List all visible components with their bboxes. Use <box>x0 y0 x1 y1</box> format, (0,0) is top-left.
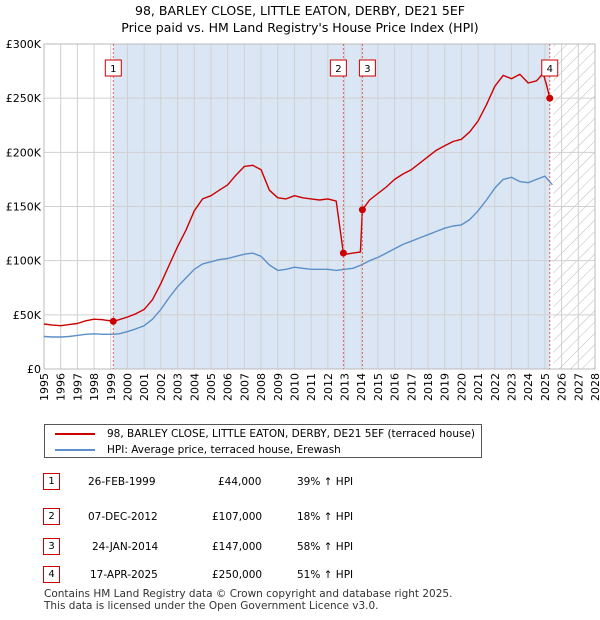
y-tick-label: £0 <box>27 363 41 376</box>
y-tick-label: £200K <box>6 146 42 159</box>
price-series-line <box>43 72 553 327</box>
sale-point <box>109 317 117 325</box>
x-tick-label: 2015 <box>372 373 385 401</box>
sale-point <box>358 206 366 214</box>
legend-swatch-hpi <box>55 449 95 451</box>
sale-row: 2 07-DEC-2012 £107,000 18% ↑ HPI <box>0 508 600 528</box>
x-tick-label: 2009 <box>272 373 285 401</box>
sale-badge: 3 <box>43 538 60 555</box>
plot-frame <box>43 43 596 370</box>
sale-price: £107,000 <box>212 511 263 523</box>
x-tick-label: 2013 <box>339 373 352 401</box>
x-tick-label: 2027 <box>572 373 585 401</box>
sale-date: 26-FEB-1999 <box>88 476 156 488</box>
sale-marker-label: 2 <box>335 64 341 75</box>
x-tick-label: 2025 <box>539 373 552 401</box>
x-tick-label: 1997 <box>71 373 84 401</box>
x-tick-label: 2008 <box>255 373 268 401</box>
title-address: 98, BARLEY CLOSE, LITTLE EATON, DERBY, D… <box>135 3 465 18</box>
sale-badge: 4 <box>43 566 60 583</box>
x-tick-label: 1996 <box>55 373 68 401</box>
x-tick-label: 2007 <box>238 373 251 401</box>
sale-point <box>339 249 347 257</box>
sale-hpi-change: 39% ↑ HPI <box>297 476 354 488</box>
x-tick-label: 2002 <box>155 373 168 401</box>
x-tick-label: 2006 <box>222 373 235 401</box>
x-tick-label: 2016 <box>389 373 402 401</box>
y-tick-label: £250K <box>6 92 42 105</box>
y-tick-label: £100K <box>6 255 42 268</box>
sale-date: 07-DEC-2012 <box>88 511 158 523</box>
sale-hpi-change: 51% ↑ HPI <box>297 569 354 581</box>
sale-point <box>546 94 554 102</box>
title-subtitle: Price paid vs. HM Land Registry's House … <box>121 20 479 35</box>
sale-price: £147,000 <box>212 541 263 553</box>
footer-copyright: Contains HM Land Registry data © Crown c… <box>44 588 453 600</box>
x-tick-label: 1995 <box>38 373 51 401</box>
x-tick-label: 2011 <box>305 373 318 401</box>
x-tick-label: 2010 <box>288 373 301 401</box>
legend-item-hpi: HPI: Average price, terraced house, Erew… <box>55 442 341 458</box>
sale-marker-badge <box>329 59 347 77</box>
x-tick-label: 2003 <box>172 373 185 401</box>
x-tick-label: 2019 <box>439 373 452 401</box>
sale-date: 24-JAN-2014 <box>92 541 159 553</box>
x-tick-label: 2017 <box>405 373 418 401</box>
x-tick-label: 2020 <box>455 373 468 401</box>
footer-licence: This data is licensed under the Open Gov… <box>44 600 379 612</box>
x-tick-label: 2014 <box>355 373 368 401</box>
x-tick-label: 2001 <box>138 373 151 401</box>
y-tick-label: £50K <box>13 309 42 322</box>
x-tick-label: 2024 <box>522 373 535 401</box>
sale-marker-label: 1 <box>110 64 116 75</box>
sale-price: £250,000 <box>212 569 263 581</box>
x-tick-label: 1999 <box>105 373 118 401</box>
sale-marker-badge <box>541 59 559 77</box>
x-tick-label: 2022 <box>489 373 502 401</box>
sale-row: 3 24-JAN-2014 £147,000 58% ↑ HPI <box>0 538 600 558</box>
sale-marker-badge <box>358 59 376 77</box>
x-tick-label: 2018 <box>422 373 435 401</box>
hpi-series-line <box>43 175 553 338</box>
sale-hpi-change: 58% ↑ HPI <box>297 541 354 553</box>
x-tick-label: 2012 <box>322 373 335 401</box>
x-tick-label: 2021 <box>472 373 485 401</box>
sale-marker-label: 4 <box>547 64 553 75</box>
y-tick-label: £300K <box>6 38 42 51</box>
x-tick-label: 1998 <box>88 373 101 401</box>
legend-label-price: 98, BARLEY CLOSE, LITTLE EATON, DERBY, D… <box>107 428 476 440</box>
chart-title: 98, BARLEY CLOSE, LITTLE EATON, DERBY, D… <box>0 2 600 36</box>
footer-notice: Contains HM Land Registry data © Crown c… <box>44 588 452 612</box>
sale-hpi-change: 18% ↑ HPI <box>297 511 354 523</box>
x-tick-label: 2028 <box>589 373 600 401</box>
sale-date: 17-APR-2025 <box>90 569 158 581</box>
y-tick-label: £150K <box>6 201 42 214</box>
x-tick-label: 2026 <box>556 373 569 401</box>
legend-item-price: 98, BARLEY CLOSE, LITTLE EATON, DERBY, D… <box>55 426 475 442</box>
legend-swatch-price <box>55 433 95 435</box>
x-tick-label: 2000 <box>121 373 134 401</box>
chart-legend: 98, BARLEY CLOSE, LITTLE EATON, DERBY, D… <box>44 424 482 458</box>
sale-marker-label: 3 <box>364 64 370 75</box>
sale-badge: 1 <box>43 473 60 490</box>
sale-row: 1 26-FEB-1999 £44,000 39% ↑ HPI <box>0 473 600 493</box>
sale-marker-badge <box>104 59 122 77</box>
x-tick-label: 2023 <box>506 373 519 401</box>
x-tick-label: 2005 <box>205 373 218 401</box>
legend-label-hpi: HPI: Average price, terraced house, Erew… <box>107 444 341 456</box>
sale-row: 4 17-APR-2025 £250,000 51% ↑ HPI <box>0 566 600 586</box>
x-tick-label: 2004 <box>188 373 201 401</box>
sale-badge: 2 <box>43 508 60 525</box>
sale-price: £44,000 <box>218 476 262 488</box>
